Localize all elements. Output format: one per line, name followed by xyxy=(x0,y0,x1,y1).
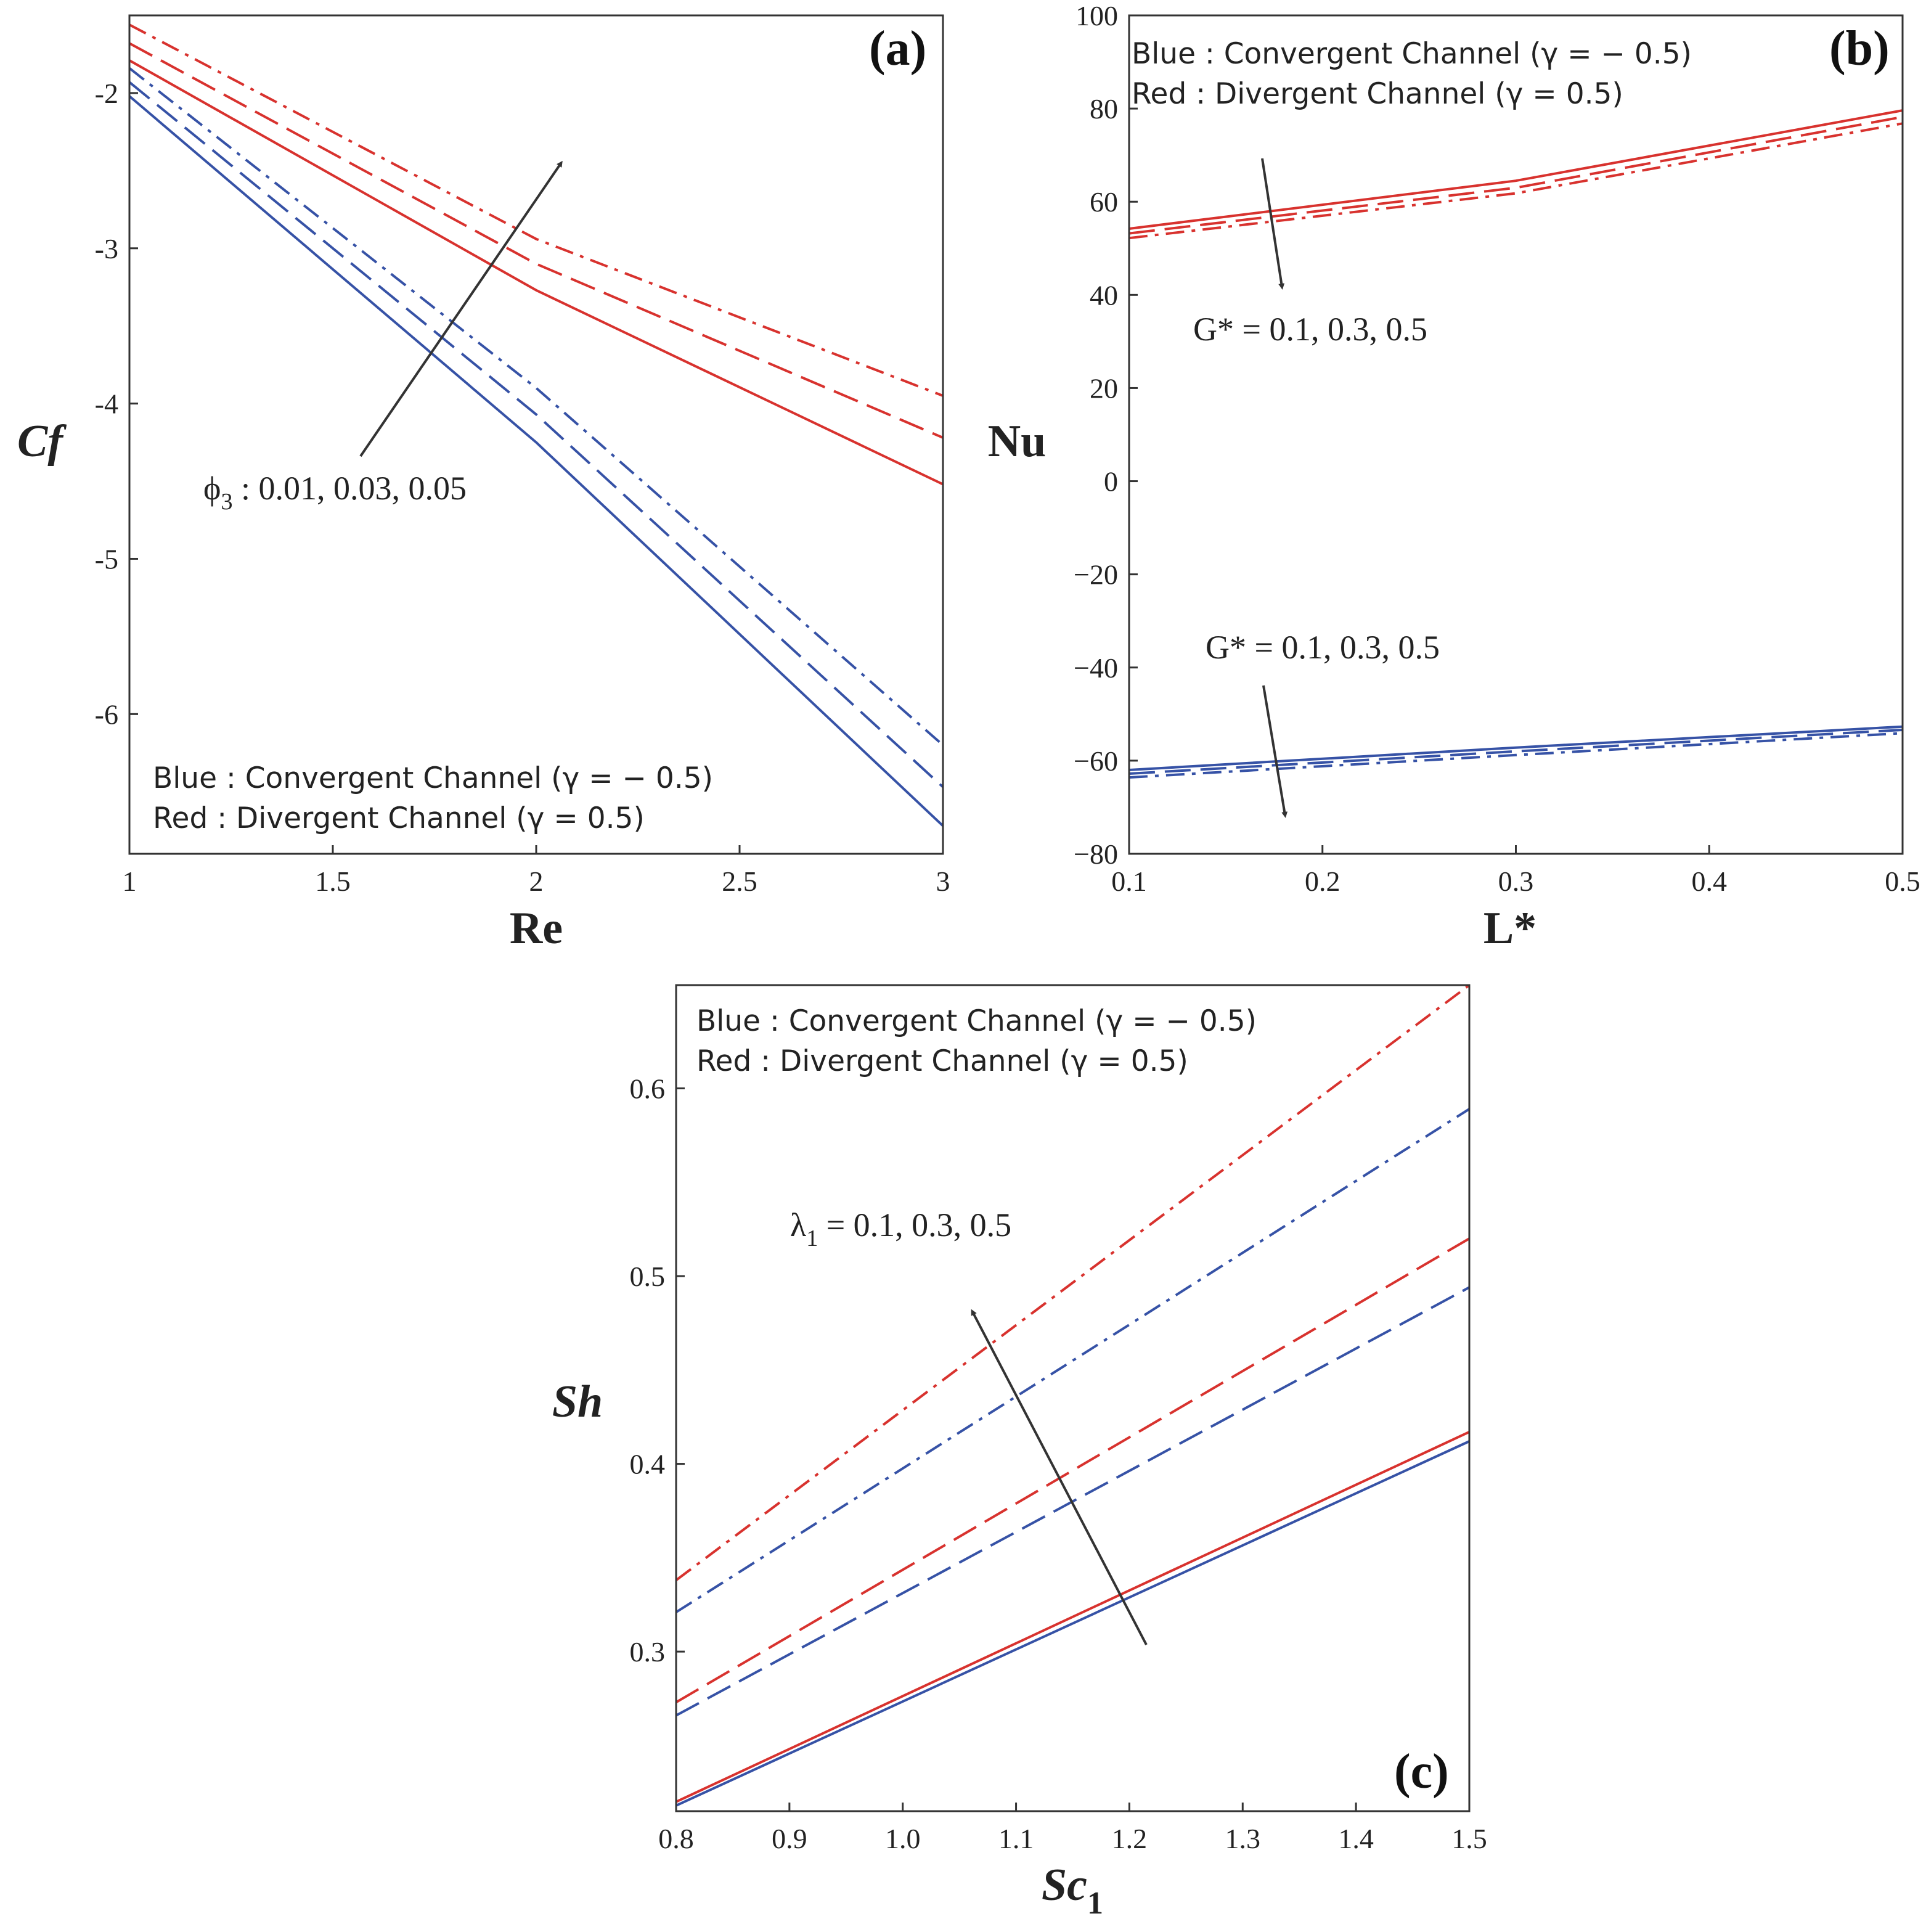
c-xtick-label: 1.3 xyxy=(1225,1823,1261,1854)
a-xtick-label: 2.5 xyxy=(722,866,757,897)
c-legend-red: Red : Divergent Channel (γ = 0.5) xyxy=(696,1044,1188,1078)
a-ytick-label: -3 xyxy=(95,233,118,264)
c-plot-frame xyxy=(675,984,1471,1812)
a-phi-values: : 0.01, 0.03, 0.05 xyxy=(232,470,467,507)
c-series-blue-dashdot xyxy=(675,1108,1471,1613)
b-trend-arrow-red xyxy=(1261,158,1285,290)
c-series-group xyxy=(675,984,1471,1807)
b-gstar-annotation-red: G* = 0.1, 0.3, 0.5 xyxy=(1193,311,1427,348)
a-ytick-label: -5 xyxy=(95,543,118,575)
b-plot-frame xyxy=(1128,14,1904,855)
a-legend-blue: Blue : Convergent Channel (γ = − 0.5) xyxy=(153,761,713,795)
c-ticks: 0.8 0.9 1.0 1.1 1.2 1.3 1.4 1.5 0.3 0.4 0.5 0.6 xyxy=(630,1073,1487,1855)
c-xtick-label: 1.2 xyxy=(1112,1823,1148,1854)
c-lambda-values: = 0.1, 0.3, 0.5 xyxy=(818,1206,1011,1243)
b-series-red-solid xyxy=(1128,109,1903,230)
panel-b: 0.1 0.2 0.3 0.4 0.5100806040200−20−40−60−80 … xyxy=(988,0,1920,954)
b-xtick-label: 0.5 xyxy=(1885,866,1920,897)
c-legend-blue: Blue : Convergent Channel (γ = − 0.5) xyxy=(696,1004,1257,1038)
a-series-red-dashdot xyxy=(129,23,944,397)
b-series-blue-dash xyxy=(1128,729,1903,775)
c-xtick-label: 0.8 xyxy=(658,1823,694,1854)
b-ylabel: Nu xyxy=(988,416,1047,467)
b-ytick-label: −80 xyxy=(1074,838,1118,870)
panel-c: 0.8 0.9 1.0 1.1 1.2 1.3 1.4 1.5 0.3 0.4 0.5 0.6 (c)… xyxy=(552,984,1487,1921)
c-ytick-label: 0.5 xyxy=(630,1261,666,1292)
a-xtick-label: 1.5 xyxy=(315,866,351,897)
c-series-blue-solid xyxy=(675,1440,1470,1807)
a-ytick-label: -6 xyxy=(95,698,118,730)
c-ylabel: Sh xyxy=(552,1377,603,1427)
b-xlabel: L* xyxy=(1483,903,1536,954)
b-gstar-annotation-blue: G* = 0.1, 0.3, 0.5 xyxy=(1206,629,1440,666)
c-ytick-label: 0.6 xyxy=(630,1073,666,1105)
c-lambda-annotation: λ1 = 0.1, 0.3, 0.5 xyxy=(790,1206,1011,1251)
c-series-red-dash xyxy=(675,1237,1471,1704)
a-phi-symbol: ϕ xyxy=(203,470,221,507)
b-ytick-label: −60 xyxy=(1074,745,1118,777)
b-series-blue-solid xyxy=(1128,725,1903,771)
c-xtick-label: 1.4 xyxy=(1338,1823,1374,1854)
b-ytick-label: 60 xyxy=(1090,186,1118,218)
c-series-red-solid xyxy=(675,1430,1470,1803)
c-xtick-label: 1.0 xyxy=(885,1823,921,1854)
a-series-group xyxy=(128,23,944,827)
a-ytick-label: -4 xyxy=(95,388,118,420)
c-xlabel: Sc1 xyxy=(1042,1860,1103,1921)
a-trend-arrow xyxy=(359,160,563,457)
c-xtick-label: 1.5 xyxy=(1451,1823,1487,1854)
a-ylabel: Cf xyxy=(17,416,67,467)
b-ytick-label: −40 xyxy=(1074,652,1118,684)
c-xlabel-sub: 1 xyxy=(1087,1886,1103,1921)
b-ytick-label: 40 xyxy=(1090,279,1118,311)
b-ticks: 0.1 0.2 0.3 0.4 0.5 100 80 60 40 20 0 −20 −40 −60 −80 xyxy=(1074,0,1920,897)
a-panel-tag: (a) xyxy=(869,22,926,76)
b-xtick-label: 0.4 xyxy=(1692,866,1728,897)
c-panel-tag: (c) xyxy=(1394,1745,1449,1799)
a-xtick-label: 1 xyxy=(123,866,137,897)
a-series-red-dash xyxy=(129,42,944,439)
a-series-blue-dashdot xyxy=(128,67,944,747)
c-lambda-symbol: λ xyxy=(790,1206,806,1243)
a-ticks: 1 1.5 2 2.5 3 -2 -3 -4 -5 -6 xyxy=(95,78,950,897)
panel-a: 1 1.5 2 2.5 3 -2 -3 -4 -5 -6 (a) Blue : Convergen… xyxy=(17,14,950,954)
a-xtick-label: 3 xyxy=(936,866,950,897)
a-plot-frame xyxy=(128,14,944,855)
b-ytick-label: 0 xyxy=(1104,466,1118,497)
b-legend-blue: Blue : Convergent Channel (γ = − 0.5) xyxy=(1132,37,1692,71)
c-xlabel-main: Sc xyxy=(1042,1860,1087,1910)
a-series-blue-dash xyxy=(128,81,944,788)
c-series-red-dashdot xyxy=(675,984,1471,1581)
a-xlabel: Re xyxy=(510,903,563,954)
b-trend-arrow-blue xyxy=(1262,685,1288,818)
b-legend-red: Red : Divergent Channel (γ = 0.5) xyxy=(1132,77,1623,111)
b-ytick-label: 20 xyxy=(1090,372,1118,404)
b-series-blue-dashdot xyxy=(1128,732,1903,779)
b-panel-tag: (b) xyxy=(1829,22,1890,76)
a-legend-red: Red : Divergent Channel (γ = 0.5) xyxy=(153,801,645,835)
c-lambda-subscript: 1 xyxy=(806,1226,818,1251)
a-xtick-label: 2 xyxy=(529,866,544,897)
c-xtick-label: 0.9 xyxy=(772,1823,807,1854)
a-series-red-solid xyxy=(129,59,944,486)
b-xtick-label: 0.2 xyxy=(1305,866,1340,897)
c-ytick-label: 0.4 xyxy=(630,1449,666,1480)
a-phi-subscript: 3 xyxy=(221,489,232,515)
b-xtick-label: 0.3 xyxy=(1498,866,1534,897)
c-trend-arrow xyxy=(971,1309,1148,1645)
b-xtick-label: 0.1 xyxy=(1111,866,1147,897)
a-ytick-label: -2 xyxy=(95,78,118,109)
c-ytick-label: 0.3 xyxy=(630,1636,666,1668)
b-series-red-dash xyxy=(1128,115,1903,235)
a-phi-annotation: ϕ3 : 0.01, 0.03, 0.05 xyxy=(203,470,467,515)
b-series-group xyxy=(1128,109,1903,779)
a-series-blue-solid xyxy=(128,95,944,827)
c-xtick-label: 1.1 xyxy=(998,1823,1034,1854)
b-ytick-label: −20 xyxy=(1074,559,1118,591)
b-ytick-label: 100 xyxy=(1075,0,1118,31)
b-ytick-label: 80 xyxy=(1090,93,1118,125)
